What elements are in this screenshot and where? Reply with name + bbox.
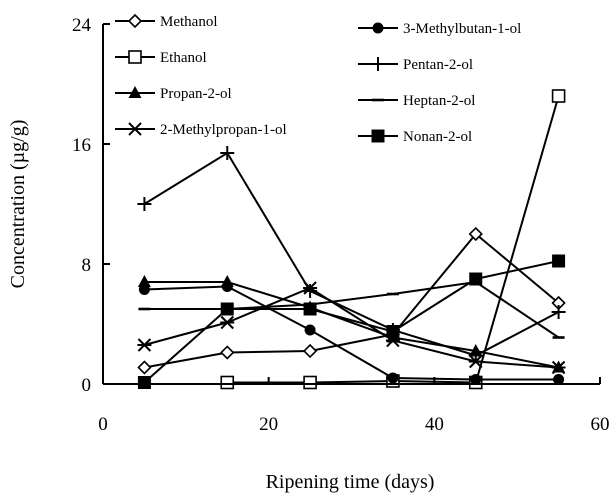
data-point-ethanol [220,375,235,390]
ticks: 0 8 16 24 0 20 40 60 [72,15,610,435]
y-tick-label: 24 [72,15,92,36]
series-line-pentan-2-ol [143,151,560,357]
data-point-nonan-2-ol [303,302,317,316]
data-point-pentan-2-ol [220,146,235,160]
y-tick-label: 0 [82,375,92,396]
x-tick-label: 40 [425,414,444,435]
legend-marker-propan-2-ol [128,86,142,98]
series-line-nonan-2-ol [143,260,559,384]
axes [102,24,600,385]
legend: Methanol Ethanol Propan-2-ol 2-Methylpropan… [115,13,521,145]
y-axis-title: Concentration (µg/g) [7,120,29,289]
legend-label-2-methylpropan-1-ol: 2-Methylpropan-1-ol [160,122,287,138]
data-point-3-methylbutan-1-ol [470,374,482,385]
data-point-pentan-2-ol [551,305,566,319]
legend-label-pentan-2-ol: Pentan-2-ol [403,57,473,73]
legend-marker-3-methylbutan-1-ol [372,22,384,34]
data-point-ethanol [303,375,317,390]
data-point-propan-2-ol [137,275,151,287]
data-point-pentan-2-ol [137,197,152,211]
legend-marker-ethanol [128,50,142,64]
data-point-3-methylbutan-1-ol [553,374,565,385]
data-point-methanol [468,226,483,242]
data-point-nonan-2-ol [469,272,483,286]
legend-label-methanol: Methanol [160,14,218,30]
data-point-methanol [302,343,318,359]
data-point-nonan-2-ol [552,254,566,268]
legend-label-heptan-2-ol: Heptan-2-ol [403,93,475,109]
x-tick-label: 0 [98,414,108,435]
data-point-3-methylbutan-1-ol [138,284,150,295]
series-markers [137,89,566,390]
data-point-3-methylbutan-1-ol [221,281,233,292]
legend-marker-pentan-2-ol [371,57,385,71]
series-line-2-methylpropan-1-ol [144,286,559,369]
legend-label-propan-2-ol: Propan-2-ol [160,86,232,102]
data-point-nonan-2-ol [386,325,400,338]
data-point-nonan-2-ol [137,376,151,389]
data-point-nonan-2-ol [220,302,234,316]
series-line-methanol [144,232,560,369]
data-point-2-methylpropan-1-ol [551,360,566,375]
data-point-2-methylpropan-1-ol [137,338,152,352]
y-tick-label: 16 [72,135,91,156]
legend-label-nonan-2-ol: Nonan-2-ol [403,129,472,145]
data-point-ethanol [551,89,566,103]
x-tick-label: 20 [259,414,278,435]
legend-marker-methanol [127,13,143,29]
legend-marker-nonan-2-ol [371,129,385,143]
data-point-methanol [137,360,152,375]
data-point-3-methylbutan-1-ol [387,372,399,384]
legend-label-3-methylbutan-1-ol: 3-Methylbutan-1-ol [403,21,521,37]
data-point-pentan-2-ol [303,284,318,298]
data-point-3-methylbutan-1-ol [304,324,316,336]
series-line-3-methylbutan-1-ol [144,285,559,381]
series-line-heptan-2-ol [144,280,560,339]
x-axis-title: Ripening time (days) [266,471,435,493]
data-point-pentan-2-ol [468,348,483,363]
legend-label-ethanol: Ethanol [160,50,207,66]
x-tick-label: 60 [591,414,610,435]
data-point-methanol [220,345,235,360]
legend-marker-2-methylpropan-1-ol [128,122,142,136]
y-tick-label: 8 [82,255,92,276]
series-line-propan-2-ol [144,281,559,369]
series-lines [143,95,560,384]
data-point-2-methylpropan-1-ol [220,315,235,330]
